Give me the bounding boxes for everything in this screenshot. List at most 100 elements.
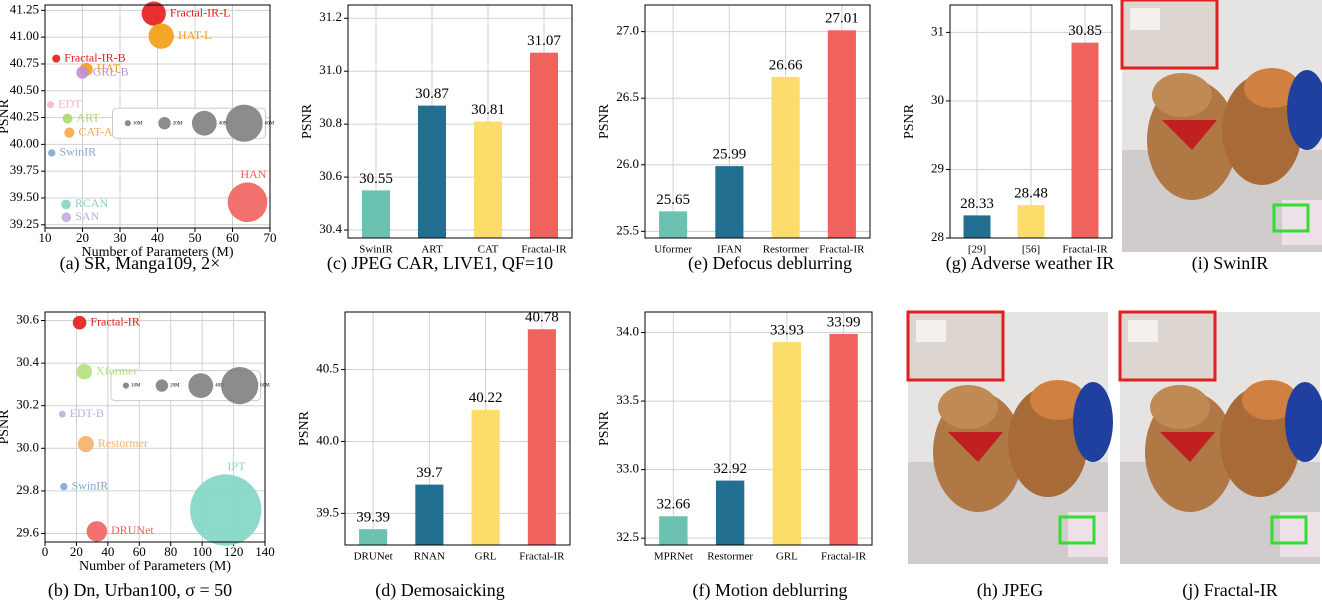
bar [772,77,800,238]
y-tick-label: 29.6 [16,524,39,539]
x-tick-label: GRL [776,551,798,563]
caption: (e) Defocus deblurring [688,253,852,274]
x-tick-label: DRUNet [354,551,393,563]
bubble [76,66,88,78]
x-tick-label: 20 [70,544,83,559]
size-legend-circle [123,383,129,389]
y-tick-label: 31 [931,23,944,38]
x-tick-label: Fractal-IR [1062,244,1108,256]
value-label: 28.33 [960,196,994,212]
bubble [63,114,73,124]
value-label: 25.65 [656,192,690,208]
size-legend-label: 10M [131,384,141,389]
size-legend-circle [125,120,131,126]
x-tick-label: 50 [189,230,202,245]
image-caption: (j) Fractal-IR [1182,580,1277,601]
point-label: HAN [240,167,266,181]
bar [659,211,687,238]
bubble [149,23,174,48]
x-tick-label: 70 [264,230,277,245]
y-tick-label: 30.8 [319,115,342,130]
x-tick-label: Restormer [763,244,809,256]
bubble [52,55,60,63]
y-tick-label: 29 [931,160,944,175]
y-tick-label: 30.4 [319,221,342,236]
y-tick-label: 30.2 [16,397,39,412]
size-legend-label: 10M [133,121,143,126]
x-tick-label: Fractal-IR [819,244,865,256]
point-label: SwinIR [59,145,96,159]
y-tick-label: 30.4 [16,354,39,369]
bubble [60,483,67,490]
y-tick-label: 40.75 [10,55,39,70]
point-label: SAN [75,209,99,223]
y-tick-label: 33.0 [616,461,639,476]
value-label: 26.66 [769,57,803,73]
figure: (i) SwinIR (h) JPEG (j) Fractal-IR 39.25… [0,0,1322,609]
value-label: 33.99 [827,314,861,330]
point-label: Fractal-IR-L [170,5,231,19]
value-label: 30.55 [359,171,393,187]
y-axis-label: PSNR [902,103,917,139]
bubble [77,364,93,380]
bubble [190,474,261,545]
y-tick-label: 28 [931,229,944,244]
bubble [59,411,66,418]
bubble [48,149,55,156]
bar [1072,43,1099,238]
bubble [87,521,107,541]
y-axis-label: PSNR [300,103,315,139]
y-axis-label: PSNR [0,98,12,134]
x-tick-label: 120 [224,544,244,559]
y-tick-label: 33.5 [616,392,639,407]
bar [829,334,857,545]
x-tick-label: [29] [968,244,986,256]
bubble [228,182,268,222]
bubble [73,316,87,330]
caption: (g) Adverse weather IR [946,253,1114,274]
x-tick-label: 100 [192,544,212,559]
y-tick-label: 30 [931,92,944,107]
x-tick-label: 40 [101,544,114,559]
value-label: 30.87 [415,86,449,102]
size-legend-circle [188,373,213,398]
bar [716,481,744,545]
caption: (c) JPEG CAR, LIVE1, QF=10 [327,253,553,274]
y-tick-label: 30.0 [16,439,39,454]
x-tick-label: Uformer [654,244,692,256]
x-tick-label: [56] [1022,244,1040,256]
y-tick-label: 41.00 [10,28,39,43]
y-tick-label: 40.00 [10,135,39,150]
bar [828,30,856,238]
y-tick-label: 40.5 [316,361,339,376]
caption: (d) Demosaicking [375,580,504,601]
value-label: 33.93 [770,323,804,339]
y-tick-label: 26.5 [616,89,639,104]
y-tick-label: 25.5 [616,222,639,237]
x-tick-label: 0 [42,544,49,559]
x-tick-label: 80 [164,544,177,559]
x-tick-label: RNAN [414,551,445,563]
x-tick-label: Restormer [707,551,753,563]
x-tick-label: 40 [151,230,164,245]
value-label: 31.07 [527,33,561,49]
bubble [78,436,94,452]
x-tick-label: MPRNet [654,551,693,563]
point-label: ART [76,110,100,124]
y-axis-label: PSNR [297,410,312,446]
point-label: SwinIR [72,478,109,492]
y-axis-label: PSNR [597,410,612,446]
value-label: 30.85 [1068,23,1102,39]
image-caption: (h) JPEG [977,580,1044,601]
bar [530,53,558,238]
value-label: 39.39 [356,510,390,526]
x-tick-label: GRL [475,551,497,563]
image-swinir [1122,0,1322,252]
x-tick-label: SwinIR [359,244,393,256]
x-tick-label: 30 [114,230,127,245]
bubble [61,200,71,210]
bar [472,410,500,545]
value-label: 30.81 [471,102,505,118]
value-label: 40.22 [469,390,503,406]
y-axis-label: PSNR [0,409,12,445]
